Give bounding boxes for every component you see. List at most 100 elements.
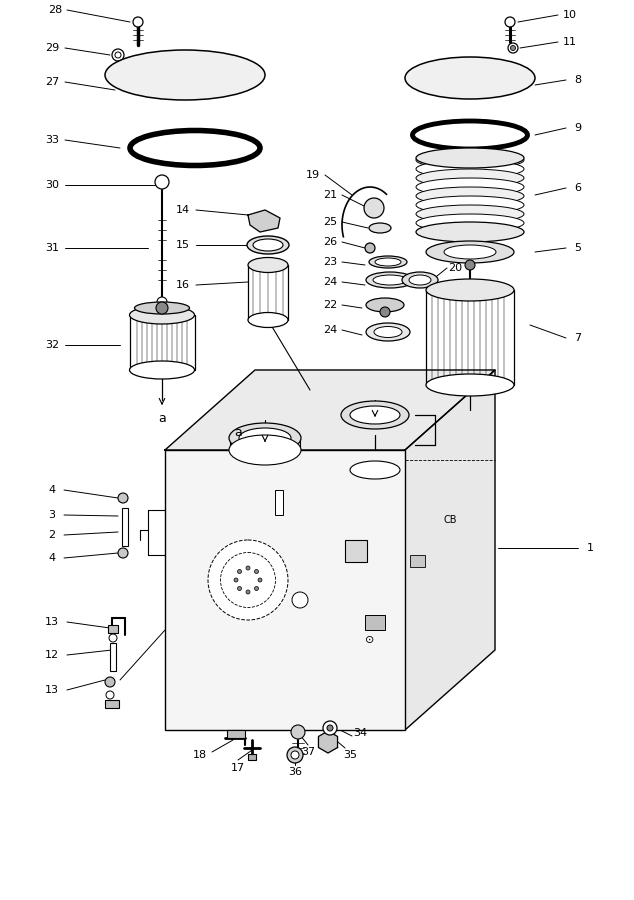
Ellipse shape [375,258,401,266]
Ellipse shape [416,187,524,205]
Circle shape [291,751,299,759]
Text: 8: 8 [574,75,581,85]
Bar [248,754,256,760]
Circle shape [118,493,128,503]
Ellipse shape [426,241,514,263]
Ellipse shape [253,239,283,251]
Text: 21: 21 [323,190,337,200]
Circle shape [327,725,333,731]
Text: 25: 25 [323,217,337,227]
Bar [345,540,367,562]
Text: 27: 27 [45,77,59,87]
Circle shape [508,43,518,53]
Circle shape [365,243,375,253]
Ellipse shape [426,279,514,301]
Text: 20: 20 [448,263,462,273]
Circle shape [292,592,308,608]
Text: 18: 18 [193,750,207,760]
Ellipse shape [366,323,410,341]
Text: 35: 35 [343,750,357,760]
Circle shape [254,587,259,590]
Text: 7: 7 [574,333,581,343]
Bar [105,700,119,708]
Circle shape [157,297,167,307]
Ellipse shape [416,178,524,196]
Ellipse shape [416,151,524,169]
Bar [122,508,128,546]
Circle shape [246,590,250,594]
Ellipse shape [409,275,431,285]
Ellipse shape [208,540,288,620]
Circle shape [246,566,250,570]
Text: 36: 36 [288,767,302,777]
Ellipse shape [416,148,524,168]
Ellipse shape [444,245,496,259]
Ellipse shape [413,121,527,149]
Ellipse shape [426,374,514,396]
Text: 32: 32 [45,340,59,350]
Bar [227,730,245,738]
Circle shape [115,52,121,58]
Ellipse shape [247,236,289,254]
Text: 5: 5 [574,243,581,253]
Circle shape [465,260,475,270]
Text: 15: 15 [176,240,190,250]
Ellipse shape [130,130,260,166]
Text: 14: 14 [176,205,190,215]
Ellipse shape [416,196,524,214]
Bar [275,490,283,515]
Circle shape [238,587,242,590]
Text: 4: 4 [48,553,56,563]
Ellipse shape [129,306,195,324]
Text: 24: 24 [323,277,337,287]
Circle shape [234,578,238,582]
Text: ⊙: ⊙ [365,635,375,645]
Ellipse shape [239,428,291,448]
Ellipse shape [341,401,409,429]
Ellipse shape [416,222,524,242]
Ellipse shape [350,461,400,479]
Bar [165,450,405,730]
Circle shape [238,570,242,573]
Polygon shape [405,370,495,730]
Circle shape [380,307,390,317]
Circle shape [155,175,169,189]
Text: 11: 11 [563,37,577,47]
Circle shape [510,46,515,50]
Text: 9: 9 [574,123,581,133]
Bar [365,615,385,630]
Text: 1: 1 [586,543,593,553]
Circle shape [258,578,262,582]
Text: 19: 19 [306,170,320,180]
Bar [108,625,118,633]
Ellipse shape [373,275,407,285]
Ellipse shape [248,257,288,273]
Text: 3: 3 [48,510,56,520]
Ellipse shape [105,50,265,100]
Text: 37: 37 [301,747,315,757]
Circle shape [133,17,143,27]
Circle shape [105,677,115,687]
Ellipse shape [405,57,535,99]
Circle shape [254,570,259,573]
Ellipse shape [248,312,288,328]
Ellipse shape [129,361,195,379]
Text: 6: 6 [574,183,581,193]
Circle shape [118,548,128,558]
Ellipse shape [350,406,400,424]
Circle shape [364,198,384,218]
Ellipse shape [416,160,524,178]
Text: 29: 29 [45,43,59,53]
Text: a: a [158,411,166,425]
Circle shape [505,17,515,27]
Text: 31: 31 [45,243,59,253]
Ellipse shape [366,272,414,288]
Circle shape [156,302,168,314]
Text: 17: 17 [231,763,245,773]
Bar [410,555,425,567]
Ellipse shape [369,223,391,233]
Circle shape [291,725,305,739]
Text: 16: 16 [176,280,190,290]
Text: 4: 4 [48,485,56,495]
Text: 26: 26 [323,237,337,247]
